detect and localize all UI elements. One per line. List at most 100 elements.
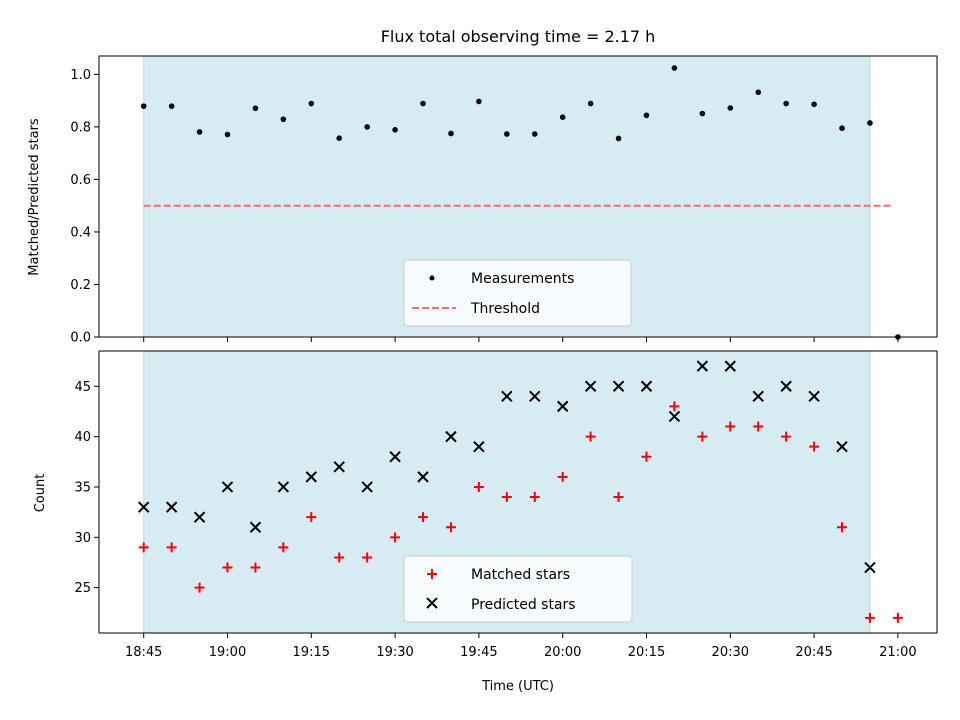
matched-star-point	[809, 441, 820, 452]
measurement-point	[280, 116, 287, 123]
predicted-star-point	[193, 511, 206, 523]
measurement-point	[839, 125, 845, 132]
top-ytick-label: 0.2	[70, 278, 91, 293]
predicted-star-point	[305, 471, 318, 483]
predicted-star-point	[612, 380, 625, 392]
predicted-star-point	[445, 430, 457, 443]
matched-star-point	[669, 401, 680, 412]
bottom-xtick-label: 20:15	[628, 645, 665, 660]
matched-star-point	[837, 522, 848, 533]
bottom-xtick-label: 19:30	[376, 645, 413, 660]
top-ytick-label: 0.4	[70, 225, 91, 240]
bottom-xtick-label: 21:00	[879, 645, 916, 660]
measurement-point	[783, 100, 789, 107]
matched-star-point	[390, 532, 401, 543]
predicted-star-point	[389, 451, 401, 463]
bottom-xtick-label: 20:00	[544, 645, 581, 660]
predicted-star-point	[696, 360, 709, 372]
measurement-point	[196, 129, 203, 135]
measurement-point	[504, 131, 510, 137]
bottom-xtick-label: 19:00	[209, 645, 246, 660]
bottom-xtick-label: 18:45	[125, 645, 162, 660]
matched-star-point	[138, 542, 149, 553]
measurement-point	[811, 101, 817, 108]
predicted-star-point	[556, 400, 569, 413]
measurement-point	[615, 135, 622, 142]
predicted-star-point	[668, 410, 681, 423]
matched-star-point	[306, 512, 317, 523]
matched-star-point	[222, 562, 233, 573]
top-ytick-label: 0.6	[70, 173, 91, 188]
bottom-xtick-label: 20:30	[712, 645, 749, 660]
predicted-star-point	[808, 390, 820, 403]
matched-star-point	[501, 492, 512, 503]
top-ytick-label: 1.0	[70, 68, 91, 83]
predicted-star-point	[584, 380, 597, 392]
predicted-star-point	[249, 521, 262, 533]
measurement-point	[559, 114, 566, 120]
matched-star-point	[781, 431, 792, 442]
predicted-star-point	[277, 481, 290, 493]
top-legend: Measurements Threshold	[403, 259, 632, 327]
top-ytick-label: 0.0	[70, 331, 91, 346]
bottom-ytick-label: 25	[74, 581, 91, 596]
chart-title: Flux total observing time = 2.17 h	[381, 27, 656, 46]
matched-star-point	[864, 612, 875, 623]
matched-star-point	[725, 421, 736, 432]
bottom-legend-box	[403, 555, 633, 623]
predicted-star-point	[529, 390, 541, 403]
bottom-ylabel: Count	[33, 474, 48, 513]
bottom-xlabel: Time (UTC)	[481, 679, 554, 694]
matched-star-point	[278, 542, 289, 553]
measurement-point	[867, 120, 873, 126]
bottom-ytick-label: 40	[74, 430, 91, 445]
measurement-point	[755, 89, 762, 96]
bottom-xtick-label: 19:15	[293, 645, 330, 660]
predicted-star-point	[836, 440, 848, 453]
bottom-ytick-label: 45	[74, 380, 91, 395]
matched-star-point	[529, 492, 540, 503]
legend-matched-marker	[427, 569, 437, 579]
measurement-point	[448, 130, 454, 137]
measurement-point	[420, 100, 426, 107]
predicted-star-point	[137, 501, 150, 513]
top-ytick-label: 0.8	[70, 120, 91, 135]
measurement-point	[587, 100, 594, 107]
predicted-star-point	[752, 390, 764, 403]
matched-star-point	[194, 582, 205, 593]
measurement-point	[252, 105, 259, 112]
bottom-x-axis: 18:45 19:00 19:15 19:30 19:45 20:00 20:15 20:30…	[125, 633, 917, 660]
predicted-star-point	[501, 390, 513, 403]
bottom-xtick-label: 20:45	[795, 645, 832, 660]
bottom-ytick-label: 35	[74, 480, 91, 495]
predicted-star-point	[361, 481, 373, 493]
top-x-ticks	[143, 337, 899, 342]
predicted-star-point	[724, 360, 737, 372]
measurement-point	[699, 110, 706, 117]
legend-threshold-label: Threshold	[470, 301, 540, 317]
top-plot-area	[140, 56, 901, 340]
matched-star-point	[753, 421, 764, 432]
legend-measurements-marker	[429, 275, 435, 281]
bottom-y-axis: 25 30 35 40 45	[74, 380, 99, 596]
measurement-point	[336, 135, 343, 141]
matched-star-point	[334, 552, 345, 563]
predicted-star-point	[417, 471, 429, 483]
predicted-star-point	[864, 561, 876, 574]
bottom-axes-frame	[98, 350, 938, 634]
measurement-point	[476, 98, 482, 105]
bottom-legend: Matched stars Predicted stars	[403, 555, 633, 623]
predicted-star-point	[165, 501, 178, 513]
predicted-star-point	[473, 440, 485, 453]
measurement-point	[364, 124, 370, 130]
top-axes-frame	[98, 55, 938, 338]
matched-star-point	[250, 562, 261, 573]
bottom-ytick-label: 30	[74, 531, 91, 546]
matched-star-point	[613, 492, 624, 503]
matched-star-point	[166, 542, 177, 553]
predicted-star-point	[640, 380, 653, 392]
bottom-xtick-label: 19:45	[460, 645, 497, 660]
bottom-plot-area	[137, 351, 903, 633]
predicted-star-point	[780, 380, 792, 392]
